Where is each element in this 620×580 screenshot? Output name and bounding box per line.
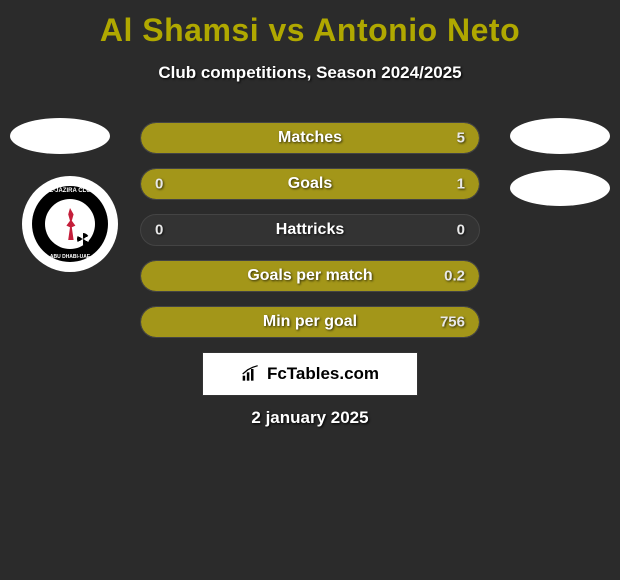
stat-row-goals-per-match: Goals per match 0.2 (140, 260, 480, 292)
badge-inner-ring: AL-JAZIRA CLUB ABU DHABI-UAE (32, 186, 108, 262)
stat-row-matches: Matches 5 (140, 122, 480, 154)
branding-text: FcTables.com (267, 364, 379, 384)
stat-row-goals: 0 Goals 1 (140, 168, 480, 200)
page-subtitle: Club competitions, Season 2024/2025 (0, 63, 620, 83)
stat-right-value: 5 (457, 130, 465, 147)
stat-label: Goals (288, 175, 332, 193)
badge-ball-icon (77, 233, 89, 245)
stats-panel: Matches 5 0 Goals 1 0 Hattricks 0 Goals … (140, 122, 480, 352)
player-right-avatar (510, 118, 610, 154)
club-right-avatar (510, 170, 610, 206)
badge-center (45, 199, 95, 249)
stat-right-value: 756 (440, 314, 465, 331)
badge-text-bottom: ABU DHABI-UAE (50, 254, 90, 260)
page-title: Al Shamsi vs Antonio Neto (0, 0, 620, 49)
stat-right-value: 1 (457, 176, 465, 193)
stat-label: Goals per match (247, 267, 372, 285)
club-left-badge: AL-JAZIRA CLUB ABU DHABI-UAE (22, 176, 118, 272)
stat-label: Hattricks (276, 221, 344, 239)
badge-outer-ring: AL-JAZIRA CLUB ABU DHABI-UAE (22, 176, 118, 272)
stat-right-value: 0.2 (444, 268, 465, 285)
stat-row-hattricks: 0 Hattricks 0 (140, 214, 480, 246)
branding-box[interactable]: FcTables.com (202, 352, 418, 396)
date-label: 2 january 2025 (251, 408, 368, 428)
chart-icon (241, 365, 261, 383)
stat-right-value: 0 (457, 222, 465, 239)
stat-label: Matches (278, 129, 342, 147)
stat-row-min-per-goal: Min per goal 756 (140, 306, 480, 338)
badge-text-top: AL-JAZIRA CLUB (45, 188, 95, 194)
stat-left-value: 0 (155, 176, 163, 193)
comparison-card: Al Shamsi vs Antonio Neto Club competiti… (0, 0, 620, 580)
stat-label: Min per goal (263, 313, 357, 331)
stat-left-value: 0 (155, 222, 163, 239)
badge-figure-icon (61, 208, 79, 240)
player-left-avatar (10, 118, 110, 154)
